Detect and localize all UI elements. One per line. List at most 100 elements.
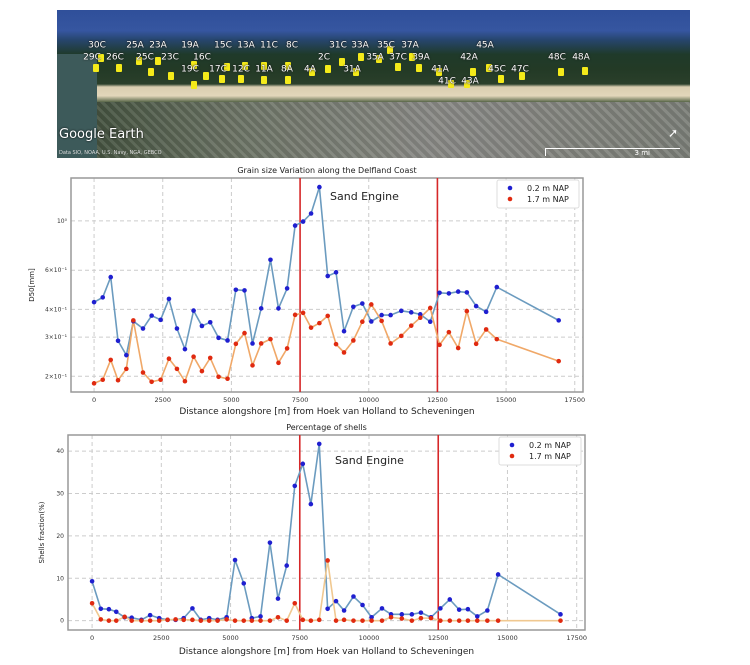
- station-pin-icon: [353, 68, 359, 76]
- data-point-0: [399, 612, 405, 617]
- data-point-1: [360, 319, 365, 325]
- station-pin-icon: [395, 63, 401, 71]
- data-point-1: [198, 618, 204, 623]
- station-label: 16C: [193, 52, 211, 63]
- data-point-1: [140, 370, 146, 375]
- station-pin-icon: [519, 72, 525, 80]
- station-pin-icon: [416, 64, 422, 72]
- station-pin-icon: [470, 68, 476, 76]
- data-point-1: [388, 341, 393, 346]
- station-pin-icon: [261, 76, 267, 84]
- data-point-0: [325, 273, 331, 279]
- station-pin-icon: [261, 62, 267, 70]
- data-point-0: [166, 296, 172, 302]
- data-point-1: [267, 618, 273, 623]
- station-pin-icon: [387, 46, 393, 54]
- data-point-1: [333, 618, 339, 623]
- data-point-0: [292, 223, 298, 228]
- y-tick-label: 6×10⁻¹: [45, 267, 68, 274]
- y-tick-label: 40: [56, 448, 64, 455]
- data-point-0: [351, 304, 356, 310]
- station-pin-icon: [191, 81, 197, 89]
- legend-label: 0.2 m NAP: [527, 184, 569, 193]
- station-label: 15C: [214, 40, 232, 51]
- data-point-1: [131, 318, 136, 323]
- data-point-1: [428, 615, 434, 621]
- station-pin-icon: [116, 64, 122, 72]
- data-point-0: [379, 606, 385, 611]
- station-pin-icon: [191, 61, 197, 69]
- data-point-1: [556, 358, 561, 364]
- x-axis-label: Distance alongshore [m] from Hoek van Ho…: [179, 407, 474, 417]
- x-axis-label: Distance alongshore [m] from Hoek van Ho…: [179, 647, 474, 657]
- data-point-0: [474, 614, 480, 619]
- data-point-1: [284, 346, 290, 351]
- compass-north-icon: ➚: [667, 126, 678, 140]
- data-point-0: [199, 323, 205, 329]
- data-point-0: [556, 318, 561, 323]
- x-tick-label: 2500: [154, 396, 171, 404]
- data-point-1: [455, 345, 461, 351]
- station-label: 30C: [88, 40, 106, 51]
- data-point-0: [341, 328, 347, 334]
- legend-label: 0.2 m NAP: [529, 441, 571, 450]
- x-tick-label: 10000: [359, 634, 380, 642]
- harbour-canal: [57, 54, 97, 158]
- data-point-1: [341, 617, 347, 623]
- y-tick-label: 4×10⁻¹: [45, 306, 68, 313]
- data-point-0: [308, 211, 314, 216]
- y-tick-label: 10⁰: [57, 218, 68, 225]
- data-point-1: [191, 354, 196, 360]
- data-point-0: [284, 286, 290, 291]
- data-point-1: [369, 302, 374, 307]
- data-point-0: [369, 319, 374, 324]
- data-point-1: [129, 618, 134, 623]
- station-pin-icon: [464, 80, 470, 88]
- data-point-1: [275, 614, 281, 620]
- chart-title: Percentage of shells: [286, 423, 367, 432]
- station-label: 42A: [460, 52, 478, 63]
- data-point-1: [292, 312, 298, 318]
- station-label: 8C: [285, 40, 299, 51]
- data-point-0: [250, 341, 255, 346]
- station-label: 43A: [461, 76, 479, 87]
- sand-engine-annotation: Sand Engine: [335, 454, 404, 467]
- data-point-0: [308, 501, 314, 507]
- data-point-1: [399, 616, 405, 621]
- data-point-1: [360, 618, 365, 623]
- data-point-1: [409, 618, 415, 623]
- data-point-1: [250, 363, 255, 368]
- station-label: 8A: [281, 64, 293, 75]
- data-point-1: [379, 618, 385, 623]
- station-label: 23C: [161, 52, 179, 63]
- data-point-1: [108, 357, 114, 363]
- data-point-0: [190, 606, 195, 611]
- data-point-0: [158, 317, 163, 323]
- data-point-1: [333, 341, 339, 347]
- data-point-1: [495, 618, 501, 623]
- station-pin-icon: [224, 63, 230, 71]
- data-point-1: [317, 320, 322, 326]
- station-label: 45C: [488, 64, 506, 75]
- data-point-1: [91, 381, 97, 386]
- station-label: 25C: [136, 52, 154, 63]
- data-point-1: [325, 558, 330, 563]
- shell-percentage-chart: 0 2500 5000 7500 10000 12500 15000 17500 0 10 20 30…: [38, 423, 587, 657]
- station-label: 23A: [149, 40, 167, 51]
- data-point-1: [558, 618, 563, 623]
- data-point-1: [224, 617, 229, 622]
- map-credit: Data SIO, NOAA, U.S. Navy, NGA, GEBCO: [59, 150, 162, 156]
- station-pin-icon: [148, 68, 154, 76]
- data-point-1: [249, 618, 255, 623]
- station-pin-icon: [498, 75, 504, 83]
- data-point-0: [351, 594, 356, 599]
- data-point-0: [317, 184, 322, 190]
- data-point-1: [369, 618, 374, 623]
- data-point-0: [455, 289, 461, 294]
- data-point-1: [215, 618, 220, 623]
- data-point-1: [276, 360, 281, 366]
- data-point-1: [173, 617, 178, 622]
- station-pin-icon: [409, 53, 415, 61]
- series-line-0: [91, 443, 561, 621]
- station-label: 26C: [106, 52, 124, 63]
